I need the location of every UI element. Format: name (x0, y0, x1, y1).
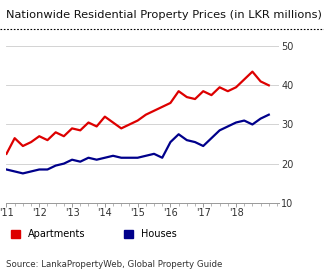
Text: Source: LankaPropertyWeb, Global Property Guide: Source: LankaPropertyWeb, Global Propert… (6, 259, 223, 269)
Text: Nationwide Residential Property Prices (in LKR millions): Nationwide Residential Property Prices (… (6, 10, 322, 19)
Legend: Apartments, Houses: Apartments, Houses (11, 229, 177, 239)
